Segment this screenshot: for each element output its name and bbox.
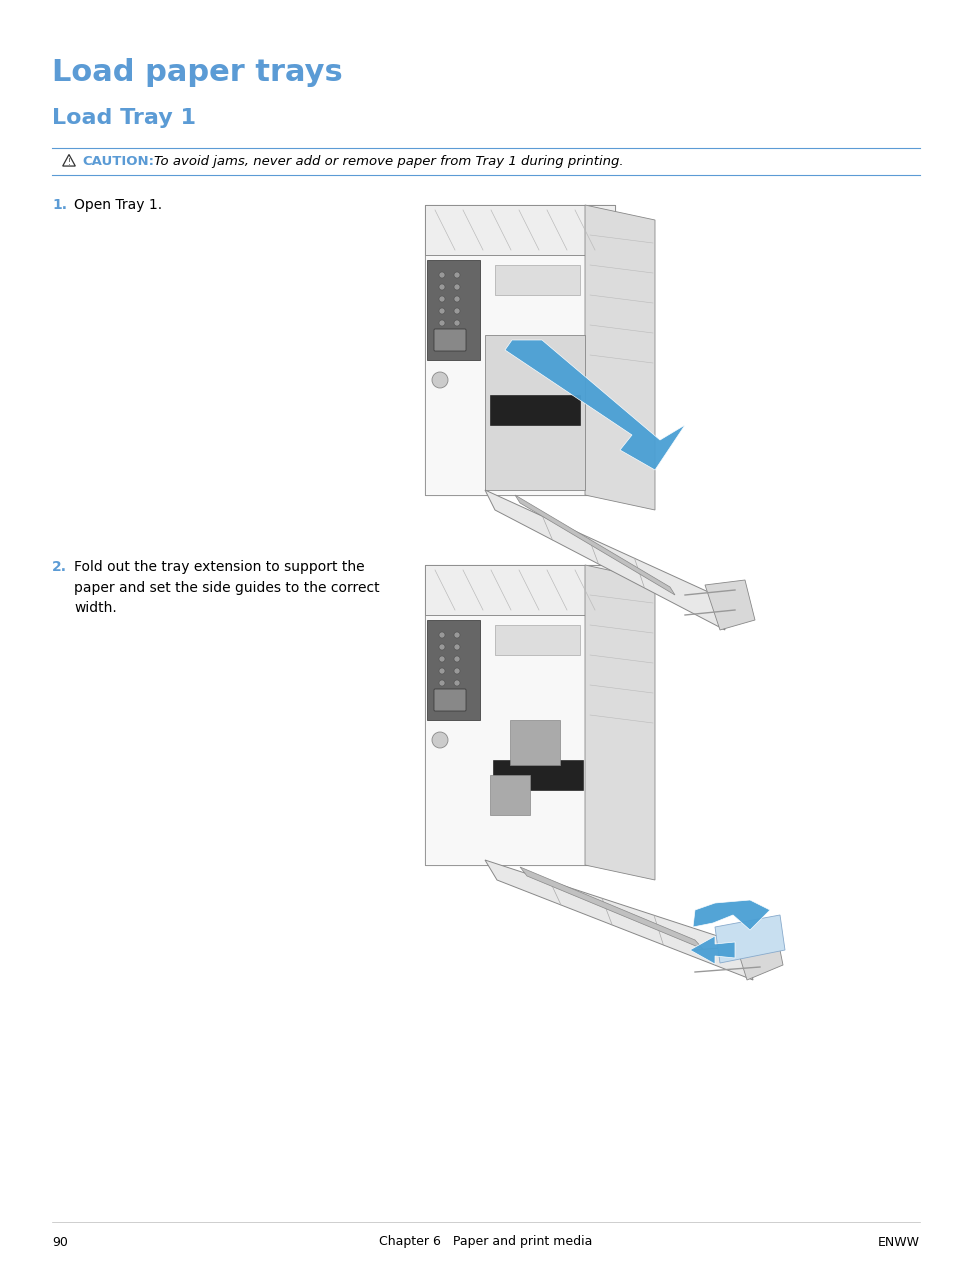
Polygon shape: [484, 860, 752, 980]
Polygon shape: [424, 565, 619, 865]
Circle shape: [438, 668, 444, 674]
FancyBboxPatch shape: [434, 690, 465, 711]
Polygon shape: [484, 335, 584, 490]
Circle shape: [454, 668, 459, 674]
Text: To avoid jams, never add or remove paper from Tray 1 during printing.: To avoid jams, never add or remove paper…: [153, 155, 623, 168]
Polygon shape: [510, 720, 559, 765]
Polygon shape: [490, 775, 530, 815]
Polygon shape: [714, 914, 784, 963]
Circle shape: [438, 320, 444, 326]
Polygon shape: [427, 260, 479, 359]
Text: Load Tray 1: Load Tray 1: [52, 108, 195, 128]
Text: 90: 90: [52, 1236, 68, 1248]
Circle shape: [438, 644, 444, 650]
Polygon shape: [704, 580, 754, 630]
Polygon shape: [493, 759, 582, 790]
Circle shape: [438, 679, 444, 686]
Polygon shape: [424, 204, 615, 255]
Text: CAUTION:: CAUTION:: [82, 155, 153, 168]
Polygon shape: [689, 936, 734, 964]
Text: Fold out the tray extension to support the
paper and set the side guides to the : Fold out the tray extension to support t…: [74, 560, 379, 615]
Circle shape: [454, 284, 459, 290]
FancyBboxPatch shape: [434, 329, 465, 351]
Polygon shape: [484, 490, 724, 630]
Polygon shape: [424, 565, 619, 615]
Circle shape: [438, 296, 444, 302]
Polygon shape: [490, 395, 579, 425]
Circle shape: [438, 272, 444, 278]
Polygon shape: [495, 265, 579, 295]
Circle shape: [454, 644, 459, 650]
Circle shape: [438, 284, 444, 290]
Circle shape: [454, 679, 459, 686]
Circle shape: [438, 657, 444, 662]
Circle shape: [454, 309, 459, 314]
Circle shape: [438, 309, 444, 314]
Polygon shape: [424, 615, 584, 865]
Polygon shape: [515, 495, 675, 596]
Polygon shape: [692, 900, 769, 930]
Circle shape: [454, 320, 459, 326]
Polygon shape: [424, 255, 584, 495]
Polygon shape: [495, 625, 579, 655]
Text: 1.: 1.: [52, 198, 67, 212]
Text: 2.: 2.: [52, 560, 67, 574]
Polygon shape: [732, 925, 782, 980]
Text: !: !: [68, 157, 71, 166]
Circle shape: [432, 732, 448, 748]
Text: ENWW: ENWW: [877, 1236, 919, 1248]
Text: Load paper trays: Load paper trays: [52, 58, 342, 88]
Circle shape: [454, 272, 459, 278]
Circle shape: [454, 657, 459, 662]
Circle shape: [454, 632, 459, 638]
Text: Chapter 6   Paper and print media: Chapter 6 Paper and print media: [379, 1236, 592, 1248]
Circle shape: [438, 632, 444, 638]
Circle shape: [454, 296, 459, 302]
Polygon shape: [519, 867, 702, 949]
Text: Open Tray 1.: Open Tray 1.: [74, 198, 162, 212]
Polygon shape: [427, 620, 479, 720]
Polygon shape: [504, 340, 684, 470]
Polygon shape: [584, 565, 655, 880]
Circle shape: [432, 372, 448, 389]
Polygon shape: [424, 204, 615, 495]
Polygon shape: [584, 204, 655, 511]
